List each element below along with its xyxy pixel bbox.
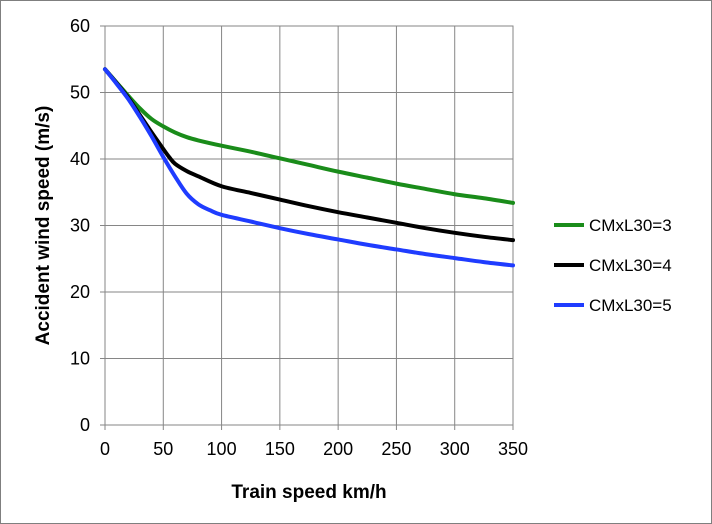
y-tick-label: 0	[80, 415, 90, 435]
x-tick-label: 250	[381, 439, 411, 459]
legend-label-cmxl30-3: CMxL30=3	[589, 216, 672, 235]
x-tick-label: 0	[100, 439, 110, 459]
y-tick-label: 30	[70, 216, 90, 236]
y-tick-label: 60	[70, 16, 90, 36]
y-tick-label: 50	[70, 83, 90, 103]
gridlines	[100, 25, 514, 430]
legend-label-cmxl30-4: CMxL30=4	[589, 256, 672, 275]
x-tick-label: 300	[440, 439, 470, 459]
y-tick-label: 10	[70, 349, 90, 369]
series-line-cmxl30-5	[103, 67, 515, 268]
series-lines	[103, 67, 515, 268]
tick-labels: 0 50 100 150 200 250 300 350 0 10 20 30 40 50 60	[70, 16, 528, 459]
y-tick-label: 20	[70, 282, 90, 302]
x-axis-title: Train speed km/h	[231, 482, 386, 503]
x-tick-label: 200	[323, 439, 353, 459]
x-tick-label: 100	[207, 439, 237, 459]
x-tick-label: 350	[498, 439, 528, 459]
y-tick-label: 40	[70, 149, 90, 169]
series-line-cmxl30-3	[103, 67, 515, 205]
legend-label-cmxl30-5: CMxL30=5	[589, 296, 672, 315]
x-tick-label: 50	[153, 439, 173, 459]
x-tick-label: 150	[265, 439, 295, 459]
y-axis-title: Accident wind speed (m/s)	[33, 106, 54, 346]
legend: CMxL30=3 CMxL30=4 CMxL30=5	[554, 216, 672, 315]
